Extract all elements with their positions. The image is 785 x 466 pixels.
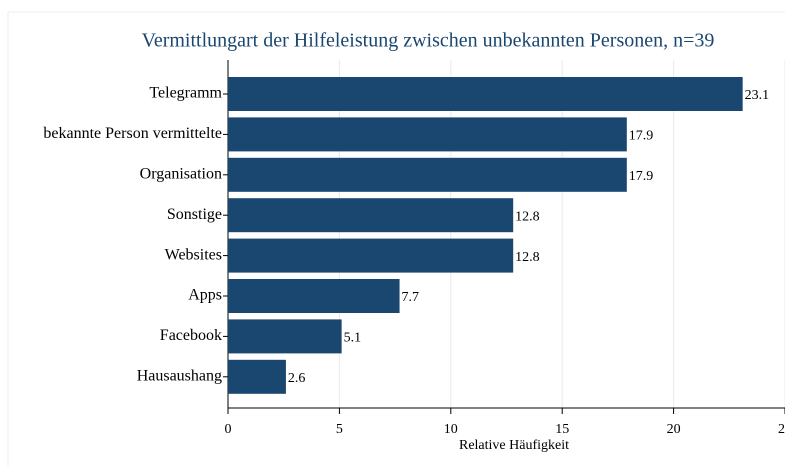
bar (228, 157, 627, 192)
y-tick-label: Telegramm (149, 85, 222, 102)
bar (228, 117, 627, 152)
x-tick-label: 5 (336, 422, 343, 437)
bar (228, 279, 400, 313)
y-tick-label: Websites (165, 246, 222, 263)
x-tick-label: 10 (444, 422, 458, 437)
data-label: 5.1 (344, 331, 362, 346)
bar (228, 198, 514, 233)
x-tick-label: 25 (778, 422, 785, 437)
bar (228, 238, 514, 273)
y-tick-label: Sonstige (167, 206, 222, 223)
data-label: 7.7 (402, 290, 420, 305)
bar (228, 77, 743, 111)
y-tick-label: Facebook (160, 327, 222, 344)
y-tick-label: Hausaushang (137, 367, 222, 384)
data-label: 12.8 (515, 209, 540, 224)
bar (228, 359, 286, 394)
data-label: 17.9 (629, 129, 654, 144)
chart-title: Vermittlungart der Hilfeleistung zwische… (142, 30, 715, 52)
data-label: 12.8 (515, 250, 540, 265)
x-tick-label: 0 (225, 422, 232, 437)
data-label: 2.6 (288, 371, 306, 386)
x-axis-label: Relative Häufigkeit (459, 438, 569, 453)
data-label: 23.1 (745, 88, 770, 103)
y-tick-label: bekannte Person vermittelte (43, 125, 222, 142)
y-tick-label: Apps (188, 287, 222, 304)
data-label: 17.9 (629, 169, 654, 184)
y-tick-label: Organisation (140, 165, 222, 182)
x-tick-label: 20 (667, 422, 681, 437)
x-tick-label: 15 (555, 422, 569, 437)
bar (228, 319, 342, 354)
